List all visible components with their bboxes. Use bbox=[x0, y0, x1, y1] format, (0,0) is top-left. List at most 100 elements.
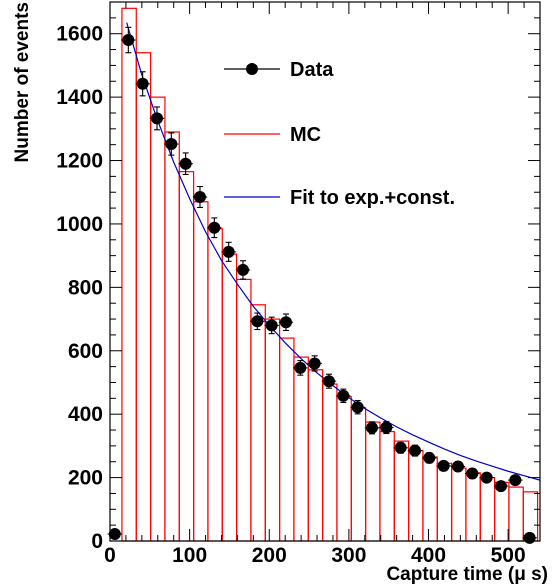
legend-mc-label: MC bbox=[290, 124, 321, 146]
data-point bbox=[278, 313, 294, 332]
y-tick-label: 200 bbox=[68, 467, 103, 490]
x-tick-label: 100 bbox=[172, 544, 207, 567]
data-point-marker bbox=[308, 357, 321, 370]
mc-histogram-bin bbox=[207, 228, 223, 542]
y-tick-label: 600 bbox=[68, 340, 103, 363]
mc-histogram-bin bbox=[279, 337, 295, 542]
data-point bbox=[465, 467, 480, 480]
data-point bbox=[107, 528, 122, 541]
mc-histogram-bin bbox=[307, 369, 324, 542]
mc-histogram-bin bbox=[193, 201, 209, 542]
data-point bbox=[264, 316, 279, 335]
data-point bbox=[149, 106, 165, 131]
mc-histogram-bin bbox=[408, 450, 424, 542]
data-point-marker bbox=[451, 460, 464, 473]
mc-histogram-bin bbox=[422, 456, 438, 542]
data-point bbox=[307, 355, 322, 372]
data-point bbox=[450, 460, 466, 473]
data-point-marker bbox=[351, 401, 364, 414]
mc-histogram-bin bbox=[465, 472, 481, 542]
data-point-marker bbox=[523, 531, 536, 544]
data-point-marker bbox=[322, 375, 335, 388]
mc-histogram-bin bbox=[264, 318, 281, 542]
mc-histogram-bin bbox=[135, 52, 152, 542]
data-point-marker bbox=[394, 441, 407, 454]
axis-ticks bbox=[109, 1, 541, 542]
y-tick-label: 1200 bbox=[56, 150, 103, 173]
data-point bbox=[493, 480, 509, 493]
fit-curve-layer bbox=[126, 22, 541, 481]
y-tick-label: 1000 bbox=[56, 213, 103, 236]
data-point-marker bbox=[408, 444, 421, 457]
data-point bbox=[364, 421, 380, 435]
data-point-marker bbox=[437, 459, 450, 472]
x-tick-label: 400 bbox=[411, 544, 446, 567]
data-point-marker bbox=[265, 319, 278, 332]
data-point-marker bbox=[365, 421, 378, 434]
y-tick-label: 1400 bbox=[56, 86, 103, 109]
data-point bbox=[407, 444, 423, 457]
mc-histogram-bin bbox=[336, 396, 352, 542]
data-point bbox=[336, 388, 351, 403]
data-point-marker bbox=[222, 245, 235, 258]
data-point-marker bbox=[165, 138, 178, 151]
data-point-marker bbox=[466, 467, 479, 480]
x-tick-label: 200 bbox=[252, 544, 287, 567]
mc-histogram-bin bbox=[365, 421, 381, 542]
data-point-marker bbox=[494, 480, 507, 493]
data-point-marker bbox=[480, 471, 493, 484]
data-point bbox=[393, 441, 408, 454]
data-point bbox=[522, 531, 537, 544]
mc-histogram-bin bbox=[322, 383, 338, 542]
mc-histogram-bin bbox=[250, 304, 266, 542]
x-axis-title: Capture time (μ s) bbox=[386, 564, 548, 585]
data-point-marker bbox=[108, 528, 121, 541]
y-tick-label: 0 bbox=[91, 530, 103, 553]
data-point bbox=[479, 471, 494, 484]
tick-labels: 0 200 400 600 800 1000 1200 1400 1600 0 100 200 300 4… bbox=[56, 23, 525, 567]
legend: Data MC Fit to exp.+const. bbox=[224, 59, 455, 209]
data-points-layer bbox=[107, 26, 537, 544]
x-tick-label: 300 bbox=[331, 544, 366, 567]
data-point-marker bbox=[251, 315, 264, 328]
x-tick-label: 500 bbox=[491, 544, 526, 567]
data-point-marker bbox=[337, 389, 350, 402]
data-point bbox=[164, 132, 179, 156]
data-point bbox=[207, 217, 222, 239]
data-point bbox=[135, 71, 150, 97]
data-point bbox=[293, 360, 308, 376]
mc-histogram-bin bbox=[379, 431, 395, 542]
data-point-marker bbox=[294, 361, 307, 374]
data-point-marker bbox=[193, 190, 206, 203]
data-point bbox=[350, 399, 365, 415]
data-point-marker bbox=[208, 221, 221, 234]
data-point bbox=[250, 312, 265, 331]
mc-histogram-bin bbox=[178, 171, 195, 542]
legend-data-marker bbox=[246, 63, 258, 75]
data-point bbox=[192, 185, 208, 209]
data-point bbox=[221, 241, 236, 262]
y-tick-label: 1600 bbox=[56, 23, 103, 46]
mc-histogram-bin bbox=[508, 486, 524, 542]
data-point bbox=[508, 474, 523, 487]
y-tick-label: 800 bbox=[68, 276, 103, 299]
data-point-marker bbox=[150, 112, 163, 125]
data-point bbox=[321, 373, 337, 389]
data-point-marker bbox=[136, 77, 149, 90]
data-point bbox=[436, 459, 451, 472]
mc-histogram-bin bbox=[436, 462, 453, 542]
data-point-marker bbox=[179, 157, 192, 170]
data-point-marker bbox=[236, 263, 249, 276]
y-axis-title: Number of events bbox=[12, 2, 33, 162]
legend-data-label: Data bbox=[290, 59, 334, 81]
data-point-marker bbox=[122, 34, 135, 47]
fit-curve bbox=[126, 22, 541, 481]
data-point bbox=[235, 260, 251, 280]
mc-histogram-bin bbox=[164, 131, 180, 542]
data-point-marker bbox=[423, 451, 436, 464]
mc-histogram-bin bbox=[236, 278, 252, 542]
mc-histogram-bin bbox=[121, 7, 137, 542]
mc-histogram-bin bbox=[221, 253, 238, 542]
data-point-marker bbox=[380, 421, 393, 434]
